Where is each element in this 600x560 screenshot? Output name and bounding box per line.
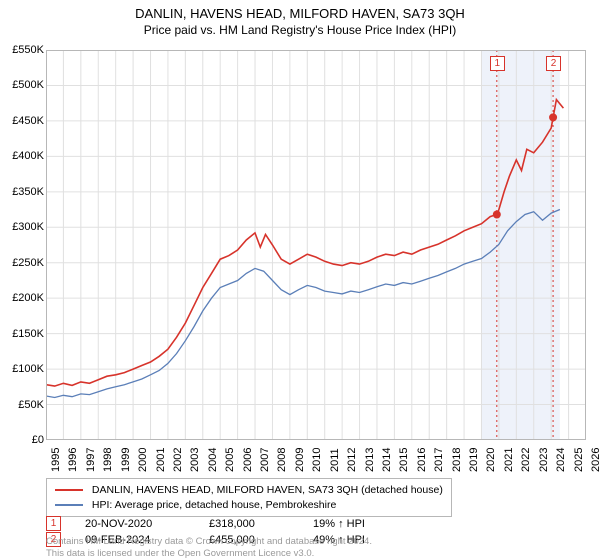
x-tick-label: 2024 <box>555 448 567 472</box>
x-tick-label: 2020 <box>485 448 497 472</box>
legend-swatch-property <box>55 489 83 491</box>
chart-title: DANLIN, HAVENS HEAD, MILFORD HAVEN, SA73… <box>0 6 600 21</box>
x-tick-label: 2016 <box>416 448 428 472</box>
x-tick-label: 2008 <box>276 448 288 472</box>
legend-row: HPI: Average price, detached house, Pemb… <box>55 498 443 513</box>
x-tick-label: 2021 <box>503 448 515 472</box>
y-tick-label: £100K <box>12 363 44 375</box>
x-tick-label: 2013 <box>364 448 376 472</box>
table-row: 1 20-NOV-2020 £318,000 19% ↑ HPI <box>46 516 365 531</box>
x-tick-label: 2025 <box>573 448 585 472</box>
chart-container: DANLIN, HAVENS HEAD, MILFORD HAVEN, SA73… <box>0 0 600 560</box>
y-tick-label: £350K <box>12 186 44 198</box>
x-tick-label: 2011 <box>329 448 341 472</box>
x-tick-label: 2012 <box>346 448 358 472</box>
footnote: Contains HM Land Registry data © Crown c… <box>46 536 372 560</box>
x-tick-label: 2026 <box>590 448 600 472</box>
txn-delta: 19% ↑ HPI <box>313 518 365 530</box>
x-tick-label: 2000 <box>137 448 149 472</box>
x-tick-label: 2023 <box>538 448 550 472</box>
txn-price: £318,000 <box>209 518 289 530</box>
x-tick-label: 1996 <box>67 448 79 472</box>
legend-row: DANLIN, HAVENS HEAD, MILFORD HAVEN, SA73… <box>55 483 443 498</box>
marker-badge: 2 <box>546 56 561 71</box>
y-tick-label: £150K <box>12 328 44 340</box>
x-tick-label: 1995 <box>50 448 62 472</box>
x-tick-label: 2001 <box>155 448 167 472</box>
plot-svg <box>46 50 586 440</box>
legend: DANLIN, HAVENS HEAD, MILFORD HAVEN, SA73… <box>46 478 452 517</box>
y-tick-label: £400K <box>12 150 44 162</box>
x-tick-label: 1998 <box>102 448 114 472</box>
x-tick-label: 2018 <box>451 448 463 472</box>
footnote-line: Contains HM Land Registry data © Crown c… <box>46 536 372 548</box>
x-tick-label: 2014 <box>381 448 393 472</box>
x-tick-label: 2019 <box>468 448 480 472</box>
x-tick-label: 2006 <box>242 448 254 472</box>
plot-area <box>46 50 586 440</box>
y-tick-label: £250K <box>12 257 44 269</box>
y-tick-label: £450K <box>12 115 44 127</box>
x-tick-label: 2005 <box>224 448 236 472</box>
x-tick-label: 2002 <box>172 448 184 472</box>
title-block: DANLIN, HAVENS HEAD, MILFORD HAVEN, SA73… <box>0 0 600 37</box>
legend-label-hpi: HPI: Average price, detached house, Pemb… <box>92 499 336 511</box>
footnote-line: This data is licensed under the Open Gov… <box>46 548 372 560</box>
txn-date: 20-NOV-2020 <box>85 518 185 530</box>
x-tick-label: 2004 <box>207 448 219 472</box>
y-tick-label: £500K <box>12 79 44 91</box>
y-tick-label: £550K <box>12 44 44 56</box>
legend-swatch-hpi <box>55 504 83 506</box>
y-tick-label: £300K <box>12 221 44 233</box>
x-tick-label: 2007 <box>259 448 271 472</box>
y-tick-label: £200K <box>12 292 44 304</box>
x-tick-label: 1999 <box>120 448 132 472</box>
x-tick-label: 2010 <box>311 448 323 472</box>
x-tick-label: 2009 <box>294 448 306 472</box>
chart-subtitle: Price paid vs. HM Land Registry's House … <box>0 23 600 37</box>
x-tick-label: 2015 <box>398 448 410 472</box>
x-tick-label: 1997 <box>85 448 97 472</box>
x-tick-label: 2022 <box>520 448 532 472</box>
txn-badge: 1 <box>46 516 61 531</box>
legend-label-property: DANLIN, HAVENS HEAD, MILFORD HAVEN, SA73… <box>92 484 443 496</box>
x-tick-label: 2017 <box>433 448 445 472</box>
marker-badge: 1 <box>490 56 505 71</box>
y-tick-label: £0 <box>32 434 44 446</box>
x-tick-label: 2003 <box>189 448 201 472</box>
y-tick-label: £50K <box>18 399 44 411</box>
